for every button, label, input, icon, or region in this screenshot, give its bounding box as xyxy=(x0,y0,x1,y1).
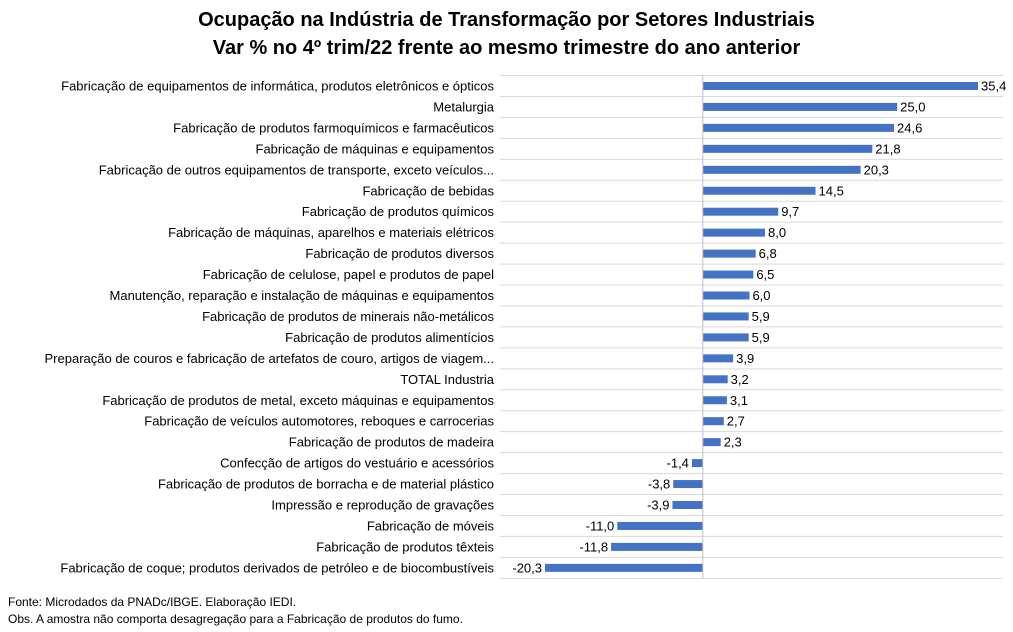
category-label: Fabricação de coque; produtos derivados … xyxy=(60,560,494,575)
value-label: 21,8 xyxy=(875,141,900,156)
bar xyxy=(702,249,756,258)
gridlines xyxy=(500,75,1003,579)
value-label: 3,2 xyxy=(731,372,749,387)
bar xyxy=(702,123,895,132)
value-label: -11,0 xyxy=(586,518,615,533)
category-label: Impressão e reprodução de gravações xyxy=(271,498,494,513)
chart-subtitle: Var % no 4º trim/22 frente ao mesmo trim… xyxy=(212,37,801,59)
bar xyxy=(702,186,816,195)
category-label: Fabricação de produtos de borracha e de … xyxy=(158,477,494,492)
bar xyxy=(691,459,703,468)
value-label: 6,5 xyxy=(756,267,774,282)
value-label: 35,4 xyxy=(981,79,1006,94)
bar xyxy=(702,270,754,279)
value-label: 6,8 xyxy=(759,246,777,261)
value-label: 8,0 xyxy=(768,225,786,240)
chart-title: Ocupação na Indústria de Transformação p… xyxy=(198,9,815,31)
bar xyxy=(702,207,779,216)
bar xyxy=(617,521,703,530)
bar xyxy=(673,480,703,489)
bar xyxy=(702,396,727,405)
category-label: Fabricação de produtos alimentícios xyxy=(285,330,494,345)
category-label: Fabricação de produtos têxteis xyxy=(316,539,494,554)
value-label: 5,9 xyxy=(752,330,770,345)
category-label: Metalurgia xyxy=(433,99,494,114)
value-labels: 35,4 25,0 24,6 21,8 20,3 14,5 9,7 8,0 6,8 6,5 6,0 5… xyxy=(512,79,1006,576)
category-label: Fabricação de bebidas xyxy=(362,183,494,198)
category-label: Manutenção, reparação e instalação de má… xyxy=(110,288,495,303)
category-label: TOTAL Industria xyxy=(400,372,494,387)
category-label: Fabricação de equipamentos de informátic… xyxy=(61,79,494,94)
value-label: 2,7 xyxy=(727,414,745,429)
category-label: Fabricação de produtos diversos xyxy=(305,246,494,261)
bar xyxy=(702,417,724,426)
category-label: Preparação de couros e fabricação de art… xyxy=(45,351,494,366)
category-label: Fabricação de máquinas e equipamentos xyxy=(256,141,495,156)
bar xyxy=(702,102,898,111)
category-label: Fabricação de produtos de madeira xyxy=(289,435,495,450)
value-label: -20,3 xyxy=(512,560,542,575)
bar xyxy=(702,438,721,447)
bar xyxy=(702,144,873,153)
bar xyxy=(702,82,978,90)
bar xyxy=(702,291,750,300)
category-label: Fabricação de celulose, papel e produtos… xyxy=(203,267,494,282)
category-label: Fabricação de produtos de metal, exceto … xyxy=(102,393,494,408)
bar xyxy=(702,375,728,384)
value-label: 6,0 xyxy=(752,288,770,303)
value-label: -3,9 xyxy=(647,498,669,513)
category-label: Confecção de artigos do vestuário e aces… xyxy=(220,456,494,471)
category-label: Fabricação de produtos químicos xyxy=(302,204,495,219)
bars xyxy=(545,82,978,572)
value-label: 25,0 xyxy=(900,99,925,114)
value-label: -3,8 xyxy=(648,477,670,492)
bar xyxy=(545,563,703,572)
bar xyxy=(702,165,861,174)
bar xyxy=(702,312,749,321)
value-label: 24,6 xyxy=(897,120,922,135)
obs-note: Obs. A amostra não comporta desagregação… xyxy=(8,612,463,626)
value-label: 14,5 xyxy=(819,183,844,198)
bar-chart: Fabricação de equipamentos de informátic… xyxy=(45,75,1006,579)
value-label: 3,1 xyxy=(730,393,748,408)
category-label: Fabricação de produtos de minerais não-m… xyxy=(202,309,494,324)
bar xyxy=(702,333,749,342)
bar xyxy=(672,501,703,509)
value-label: 20,3 xyxy=(864,162,889,177)
value-label: -1,4 xyxy=(667,456,689,471)
bar xyxy=(702,228,765,237)
value-label: 9,7 xyxy=(781,204,799,219)
value-label: 3,9 xyxy=(736,351,754,366)
value-label: -11,8 xyxy=(579,539,608,554)
category-label: Fabricação de produtos farmoquímicos e f… xyxy=(173,120,494,135)
value-label: 5,9 xyxy=(752,309,770,324)
bar xyxy=(611,542,703,551)
category-label: Fabricação de móveis xyxy=(367,518,495,533)
source-note: Fonte: Microdados da PNADc/IBGE. Elabora… xyxy=(8,595,297,609)
category-label: Fabricação de máquinas, aparelhos e mate… xyxy=(168,225,494,240)
category-label: Fabricação de outros equipamentos de tra… xyxy=(99,162,494,177)
category-label: Fabricação de veículos automotores, rebo… xyxy=(144,414,494,429)
bar xyxy=(702,354,734,363)
category-labels: Fabricação de equipamentos de informátic… xyxy=(45,79,495,576)
value-label: 2,3 xyxy=(724,435,742,450)
